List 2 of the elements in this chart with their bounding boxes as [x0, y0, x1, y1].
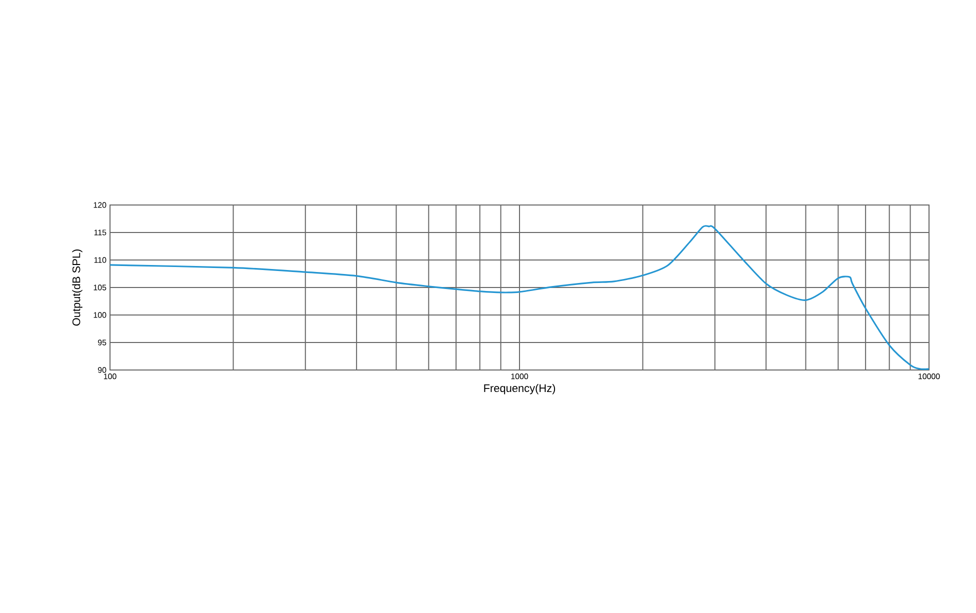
- x-axis-title: Frequency(Hz): [484, 384, 556, 394]
- y-axis-title: Output(dB SPL): [72, 250, 82, 326]
